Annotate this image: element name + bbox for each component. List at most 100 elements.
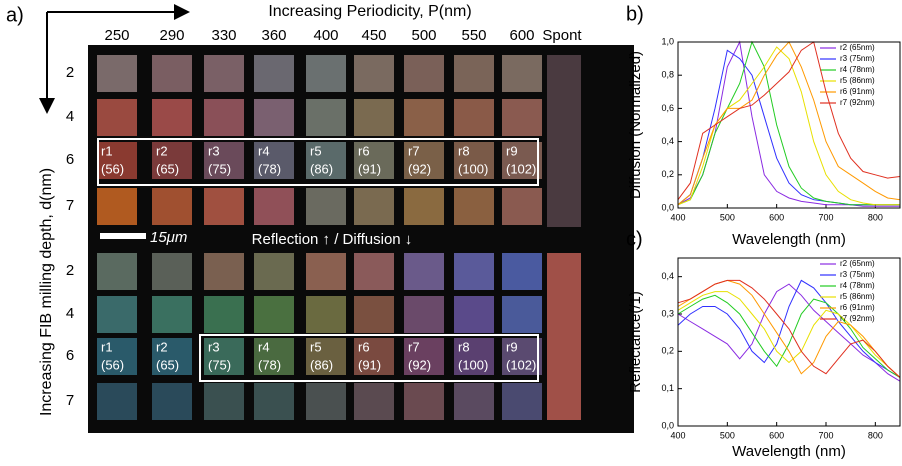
legend-label: r5 (86nm) [840,292,875,301]
tile [354,142,394,179]
column-label: Spont [542,27,582,44]
column-label: 290 [159,27,184,44]
tile [152,296,192,333]
x-axis-label: Wavelength (nm) [732,443,846,460]
tile [254,188,294,225]
column-label: 400 [313,27,338,44]
column-label: 500 [411,27,436,44]
tile [204,383,244,420]
tile [404,253,444,290]
series-line [677,40,900,206]
tile [306,55,346,92]
tile [254,296,294,333]
tile [152,188,192,225]
y-tick-label: 0,0 [661,420,674,430]
sample-depth: (91) [358,161,381,176]
sample-name: r3 [208,143,220,158]
sample-name: r6 [358,143,370,158]
y-title: Increasing FIB milling depth, d(nm) [38,168,55,416]
x-tick-label: 700 [818,430,833,440]
scale-bar [100,233,146,239]
tile [204,338,244,375]
legend-label: r3 (75nm) [840,270,875,279]
sample-depth: (100) [458,161,488,176]
tile [404,55,444,92]
scale-label: 15μm [150,229,187,246]
tile [354,55,394,92]
x-tick-label: 800 [868,212,883,222]
sample-name: r8 [458,339,470,354]
highlight-box [97,138,539,186]
y-tick-label: 0,0 [661,202,674,212]
sample-name: r8 [458,143,470,158]
plot-frame [677,41,901,209]
legend-label: r3 (75nm) [840,54,875,63]
sample-name: r5 [310,339,322,354]
tile [306,188,346,225]
tile [454,142,494,179]
y-axis-label: Reflectance(/1) [627,291,644,393]
tile [502,296,542,333]
sample-depth: (86) [310,357,333,372]
tile [306,142,346,179]
y-tick-label: 1,0 [661,36,674,46]
y-tick-label: 0,1 [661,383,674,393]
sample-name: r6 [358,339,370,354]
tile [454,383,494,420]
row-label: 7 [66,392,74,409]
sample-depth: (100) [458,357,488,372]
sample-name: r4 [258,339,270,354]
sample-depth: (56) [101,161,124,176]
y-tick-label: 0,3 [661,308,674,318]
sample-name: r9 [506,143,518,158]
column-label: 330 [211,27,236,44]
tile [454,188,494,225]
row-label: 4 [66,108,74,125]
y-tick-label: 0,4 [661,271,674,281]
sample-depth: (75) [208,357,231,372]
row-label: 2 [66,64,74,81]
tile [454,55,494,92]
series-line [677,41,901,200]
highlight-box [199,334,539,382]
y-tick-label: 0,4 [661,136,674,146]
tile [502,383,542,420]
tile [204,188,244,225]
sample-name: r1 [101,143,113,158]
x-tick-label: 800 [868,430,883,440]
tile [204,55,244,92]
column-label: 550 [461,27,486,44]
y-tick-label: 0,6 [661,103,674,113]
series-line [677,294,901,378]
tile [404,142,444,179]
legend-label: r4 (78nm) [840,281,875,290]
row-label: 2 [66,262,74,279]
y-tick-label: 0,2 [661,346,674,356]
tile [204,296,244,333]
tile [454,296,494,333]
legend-label: r6 (91nm) [840,87,875,96]
series-line [677,283,901,382]
tile [502,99,542,136]
sample-name: r2 [156,339,168,354]
tile [152,338,192,375]
panel-label: a) [6,4,24,26]
sample-depth: (92) [408,357,431,372]
row-label: 7 [66,197,74,214]
spont-tile [547,55,581,227]
tile [204,142,244,179]
y-tick-label: 0,8 [661,70,674,80]
tile [502,253,542,290]
tile [152,55,192,92]
y-axis-label: Diffusion (Normalized) [627,51,644,199]
tile [204,99,244,136]
sample-name: r5 [310,143,322,158]
tile [306,383,346,420]
sample-depth: (78) [258,357,281,372]
sample-name: r4 [258,143,270,158]
tile [354,296,394,333]
tile [354,383,394,420]
sample-depth: (86) [310,161,333,176]
tile [354,188,394,225]
